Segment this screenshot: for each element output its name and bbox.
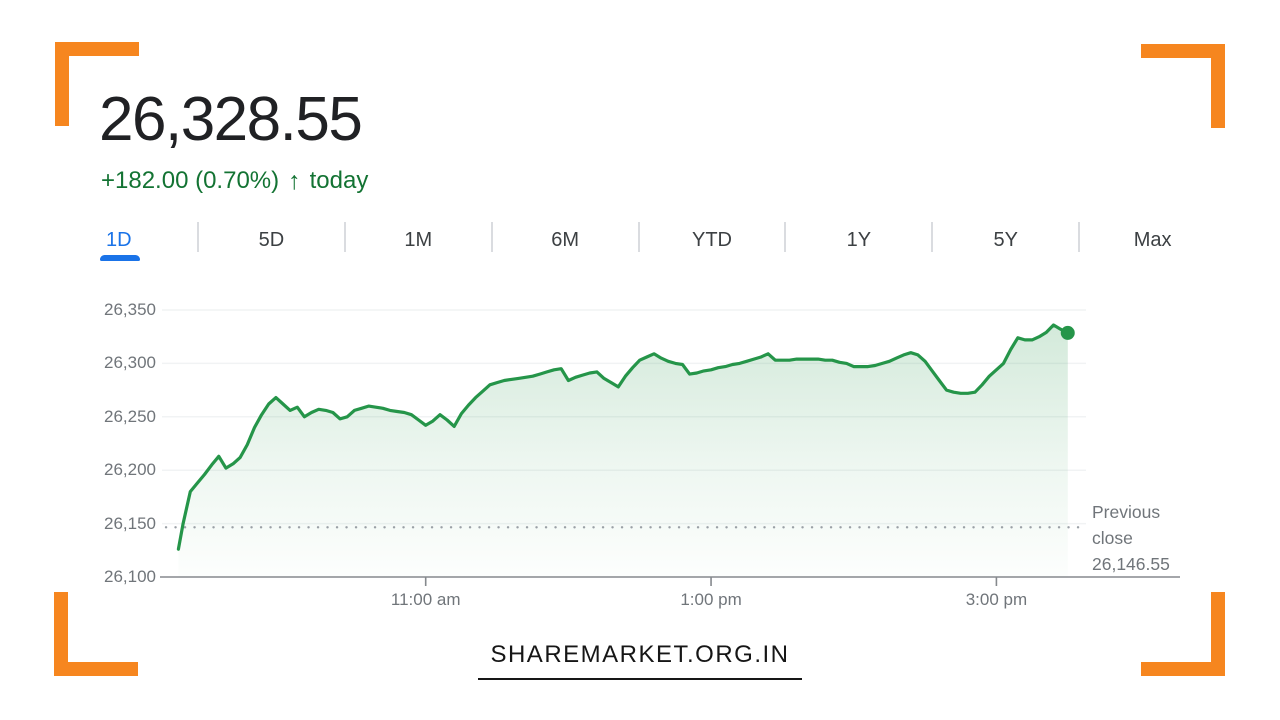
- tab-5d[interactable]: 5D: [197, 221, 345, 259]
- footer: SHAREMARKET.ORG.IN: [0, 641, 1280, 680]
- price-change-row: +182.00 (0.70%) ↑ today: [101, 167, 368, 195]
- price-change-period: today: [309, 167, 369, 194]
- tab-1m[interactable]: 1M: [343, 221, 492, 259]
- corner-bracket-bottom-left-icon: [54, 592, 138, 676]
- tab-label: YTD: [692, 228, 732, 251]
- tab-6m[interactable]: 6M: [490, 221, 639, 259]
- price-line: [176, 323, 1070, 551]
- tab-1d[interactable]: 1D: [100, 221, 198, 261]
- tab-label: 1Y: [846, 228, 872, 251]
- tab-label: 5Y: [993, 228, 1018, 251]
- tab-ytd[interactable]: YTD: [637, 221, 786, 259]
- corner-bracket-top-left-icon: [55, 42, 139, 126]
- corner-bracket-top-right-icon: [1141, 44, 1225, 128]
- chart-area-fill: [178, 325, 1068, 577]
- watermark: SHAREMARKET.ORG.IN: [478, 641, 802, 680]
- time-range-tabs: 1D 5D 1M 6M YTD 1Y 5Y Max: [100, 221, 1226, 261]
- tab-max[interactable]: Max: [1078, 221, 1226, 259]
- tab-label: 1D: [106, 228, 132, 251]
- current-price-dot: [1060, 325, 1075, 340]
- tab-label: 6M: [551, 228, 580, 251]
- index-price: 26,328.55: [99, 85, 363, 154]
- tab-label: 1M: [404, 228, 433, 251]
- price-change-value: +182.00 (0.70%): [101, 167, 280, 194]
- tab-label: 5D: [258, 228, 285, 251]
- tab-5y[interactable]: 5Y: [931, 221, 1079, 259]
- tab-1y[interactable]: 1Y: [784, 221, 932, 259]
- tab-label: Max: [1133, 228, 1172, 251]
- active-tab-underline: [100, 255, 140, 261]
- corner-bracket-bottom-right-icon: [1141, 592, 1225, 676]
- up-arrow-icon: ↑: [288, 166, 301, 195]
